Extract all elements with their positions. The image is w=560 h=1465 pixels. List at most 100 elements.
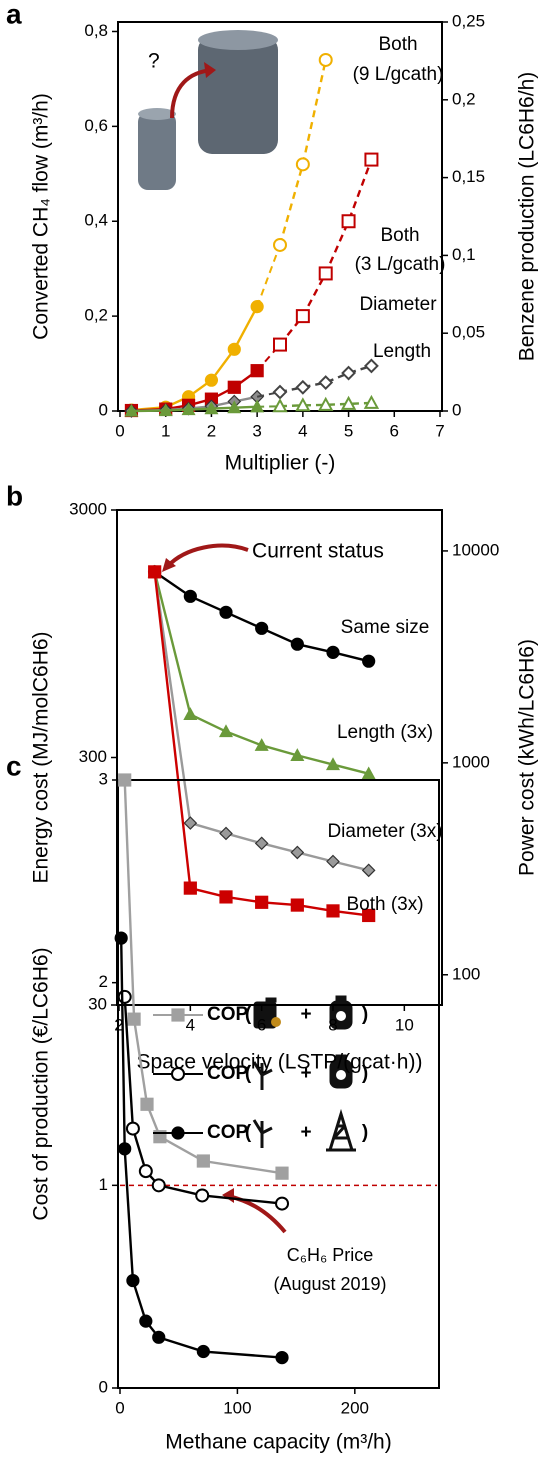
marker: [204, 401, 219, 415]
y-tick-label: 1: [99, 1175, 108, 1194]
y-axis-title: Cost of production (€/LC6H6): [30, 947, 53, 1220]
annotation: Current status: [252, 540, 384, 563]
x-tick-label: 2: [207, 421, 216, 440]
marker: [295, 309, 310, 324]
x-axis-title: Methane capacity (m³/h): [165, 1431, 391, 1454]
x-tick-label: 1: [161, 421, 170, 440]
oil-drum-icon-top: [265, 997, 277, 1003]
marker: [219, 826, 233, 841]
connector: [256, 391, 281, 398]
marker: [362, 908, 376, 923]
y2-axis-title: Power cost (kWh/LC6H6): [516, 639, 539, 876]
marker: [126, 1273, 140, 1288]
plot-frame: [117, 779, 440, 1389]
marker: [183, 589, 197, 603]
marker: [152, 1330, 166, 1344]
x-tick-label: 100: [223, 1398, 251, 1417]
marker: [183, 707, 198, 720]
gas-icon-2-mark: [336, 1070, 346, 1080]
inset-arrow-head: [204, 62, 216, 78]
legend-text: ): [362, 1063, 368, 1084]
marker: [183, 881, 197, 895]
marker: [218, 724, 234, 738]
marker: [290, 748, 305, 761]
marker: [196, 1154, 210, 1168]
marker: [151, 1178, 166, 1193]
marker: [227, 342, 241, 356]
series-line: [278, 59, 327, 246]
marker: [255, 621, 269, 635]
legend-icons: [252, 995, 356, 1152]
status-arrow: [166, 543, 249, 568]
series-line: [279, 364, 372, 394]
x-tick-label: 0: [115, 1398, 124, 1417]
y2-tick-label: 10000: [452, 540, 499, 559]
marker: [118, 1142, 132, 1156]
marker: [127, 1012, 141, 1026]
y2-tick-label: 0,1: [452, 245, 476, 264]
y-tick-label: 3: [99, 769, 108, 788]
y2-tick-label: 0: [452, 400, 461, 419]
y-tick-label: 0: [99, 400, 108, 419]
legend-text: (: [245, 1122, 252, 1143]
marker: [272, 384, 288, 400]
y-tick-label: 0,2: [84, 306, 108, 325]
x-tick-label: 6: [257, 1015, 266, 1034]
large-cylinder: [198, 36, 278, 154]
y2-tick-label: 1000: [452, 752, 490, 771]
marker: [254, 738, 269, 751]
marker: [148, 565, 162, 579]
marker: [183, 816, 198, 830]
legend-text: ): [362, 1122, 368, 1143]
y-tick-label: 300: [79, 747, 107, 766]
connector: [256, 244, 281, 307]
series-line: [119, 938, 283, 1359]
marker: [273, 237, 287, 252]
y-tick-label: 2: [99, 972, 108, 991]
legend-name: COP: [207, 1004, 249, 1025]
marker: [290, 898, 304, 912]
marker: [227, 400, 242, 414]
marker: [255, 895, 269, 909]
y-tick-label: 0,6: [84, 116, 108, 135]
marker: [341, 214, 356, 229]
marker: [364, 358, 379, 374]
gas-icon-2-valve: [335, 1054, 347, 1062]
marker: [362, 654, 376, 668]
panel-label: a: [6, 0, 22, 29]
legend-marker: [171, 1067, 185, 1081]
gas-icon-mark: [336, 1011, 346, 1021]
marker: [361, 766, 376, 780]
y2-tick-label: 0,15: [452, 167, 485, 186]
marker: [118, 773, 132, 787]
marker: [275, 1350, 289, 1365]
marker: [340, 395, 357, 410]
series-label: Length: [373, 341, 431, 362]
derrick-icon: [326, 1108, 356, 1152]
y-axis-title: Converted CH₄ flow (m³/h): [30, 93, 53, 340]
marker: [195, 1188, 210, 1203]
legend-text: +: [300, 1004, 311, 1025]
y2-tick-label: 0,05: [452, 323, 485, 342]
legend-text: (: [245, 1063, 252, 1084]
marker: [227, 380, 241, 394]
x-axis-title: Space velocity (LSTP/(gcat·h)): [137, 1051, 423, 1074]
series-label: Both (9 L/gcath): [353, 34, 444, 85]
series-label: Diameter (3x): [327, 821, 442, 842]
marker: [181, 402, 196, 416]
marker: [158, 403, 173, 417]
marker: [125, 1121, 140, 1136]
oil-drop-icon: [271, 1017, 281, 1027]
marker: [361, 863, 376, 878]
x-tick-label: 8: [328, 1015, 337, 1034]
marker: [364, 152, 379, 167]
marker: [341, 365, 356, 381]
marker: [295, 397, 311, 412]
marker: [318, 52, 333, 67]
annotation: ?: [148, 50, 160, 73]
turbine-icon-2: [252, 1119, 273, 1148]
oil-drum-icon: [253, 1001, 277, 1029]
marker: [290, 637, 304, 651]
marker: [326, 645, 340, 659]
